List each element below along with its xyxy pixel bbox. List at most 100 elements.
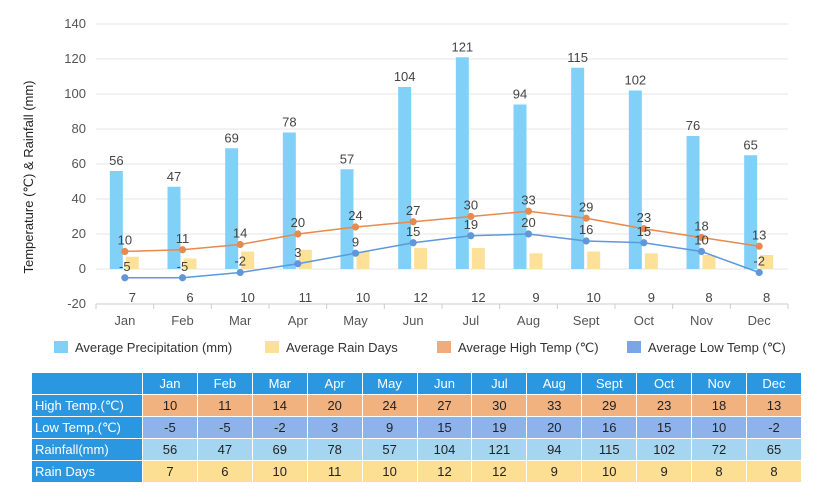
high-temp-point <box>697 233 706 242</box>
table-cell: 10 <box>142 394 198 417</box>
rain-days-value-label: 8 <box>705 290 712 305</box>
precipitation-value-label: 104 <box>394 69 416 84</box>
high-temp-point <box>178 246 187 254</box>
precipitation-value-label: 57 <box>340 151 354 166</box>
precipitation-value-label: 65 <box>743 137 757 152</box>
precipitation-bar <box>455 57 469 269</box>
low-temp-value-label: 15 <box>406 224 420 239</box>
high-temp-point <box>524 207 533 215</box>
rain-days-value-label: 6 <box>186 290 193 305</box>
table-cell: 65 <box>745 438 803 461</box>
table-cell: 29 <box>581 394 638 417</box>
table-month-header: Jul <box>471 372 528 395</box>
table-cell: 8 <box>691 460 747 483</box>
high-temp-line <box>121 207 763 256</box>
table-cell: 9 <box>526 460 583 483</box>
table-month-header: Oct <box>636 372 693 395</box>
table-row: Rainfall(mm) 56 47 69 78 57 104 121 94 115 102 72 65 <box>31 438 803 461</box>
table-month-header: Nov <box>691 372 747 395</box>
high-temp-point <box>467 212 475 221</box>
high-temp-value-label: 20 <box>291 215 305 230</box>
precipitation-bar <box>109 171 123 269</box>
table-cell: 115 <box>581 438 638 461</box>
low-temp-point <box>178 274 187 282</box>
low-temp-value-label: 15 <box>637 224 651 239</box>
high-temp-value-label: 10 <box>118 233 132 248</box>
table-month-header: Mar <box>251 372 308 395</box>
high-temp-value-label: 11 <box>176 231 190 246</box>
x-tick-label: Jun <box>403 313 424 328</box>
precipitation-bar <box>340 169 354 269</box>
table-header-row: Jan Feb Mar Apr May Jun Jul Aug Sept Oct Nov Dec <box>31 372 803 395</box>
table-cell: 10 <box>361 460 418 483</box>
rain-days-value-label: 12 <box>471 290 485 305</box>
legend-swatch <box>54 341 68 353</box>
table-month-header: May <box>361 372 418 395</box>
y-tick-label: 20 <box>72 226 86 241</box>
x-tick-label: Sept <box>573 313 600 328</box>
precipitation-bar <box>571 67 585 269</box>
table-cell: 57 <box>361 438 418 461</box>
table-cell: 10 <box>251 460 308 483</box>
low-temp-value-label: -5 <box>177 259 189 274</box>
table-cell: 3 <box>306 416 363 439</box>
high-temp-path <box>124 210 760 253</box>
low-temp-point <box>640 239 648 247</box>
high-temp-point <box>582 214 590 222</box>
table-cell: -2 <box>251 416 308 439</box>
precipitation-bar <box>225 148 239 269</box>
table-cell: 7 <box>142 460 198 483</box>
low-temp-path <box>124 233 760 279</box>
low-temp-point <box>755 268 763 277</box>
x-tick-label: Feb <box>171 313 193 328</box>
x-axis: Jan Feb Mar Apr May Jun Jul Aug Sept Oct Nov Dec <box>95 303 789 328</box>
precipitation-bar <box>167 186 181 269</box>
high-temp-point <box>755 242 763 250</box>
high-temp-value-label: 27 <box>406 203 420 218</box>
table-cell: 72 <box>691 438 747 461</box>
low-temp-value-label: 20 <box>521 215 535 230</box>
table-month-header: Apr <box>306 372 363 395</box>
table-row: Low Temp.(℃) -5 -5 -2 3 9 15 19 20 16 15 10 -2 <box>31 416 803 439</box>
table-cell: 10 <box>581 460 638 483</box>
table-cell: 11 <box>306 460 363 483</box>
table-month-header: Feb <box>196 372 253 395</box>
rain-days-bar <box>241 251 255 269</box>
table-cell: 14 <box>251 394 308 417</box>
low-temp-point <box>409 239 417 247</box>
precipitation-value-label: 47 <box>167 169 181 184</box>
table-cell: -2 <box>745 416 803 439</box>
legend-label: Average Rain Days <box>286 340 398 355</box>
y-tick-label: 80 <box>72 121 86 136</box>
table-cell: 12 <box>416 460 473 483</box>
table-cell: 15 <box>416 416 473 439</box>
chart-gridlines <box>96 23 788 305</box>
table-cell: 12 <box>471 460 528 483</box>
high-temp-value-label: 29 <box>579 199 593 214</box>
table-cell: 56 <box>142 438 198 461</box>
y-tick-label: 140 <box>64 16 86 31</box>
table-cell: 13 <box>745 394 803 417</box>
high-temp-value-label: 14 <box>233 226 247 241</box>
x-tick-label: Aug <box>517 313 540 328</box>
y-tick-label: 60 <box>72 156 86 171</box>
table-body: High Temp.(℃) 10 11 14 20 24 27 30 33 29 23 18 13 Low… <box>31 394 803 483</box>
low-temp-line <box>121 230 763 282</box>
table-row-label: High Temp.(℃) <box>31 394 143 417</box>
high-temp-point <box>294 230 302 238</box>
low-temp-value-label: 9 <box>352 234 359 249</box>
table-cell: 23 <box>636 394 693 417</box>
table-corner-cell <box>31 372 143 395</box>
x-tick-label: Apr <box>288 313 309 328</box>
low-temp-point <box>697 247 706 256</box>
precipitation-value-label: 69 <box>224 130 238 145</box>
rain-days-bar <box>760 255 774 269</box>
table-cell: 121 <box>471 438 528 461</box>
high-temp-value-label: 30 <box>464 198 478 213</box>
rain-days-value-label: 9 <box>648 290 655 305</box>
table-month-header: Sept <box>581 372 638 395</box>
y-axis-tick-labels: -20 0 20 40 60 80 100 120 140 <box>64 16 86 311</box>
chart-legend: Average Precipitation (mm) Average Rain D… <box>54 340 786 355</box>
low-temp-point <box>524 230 533 238</box>
high-temp-point <box>351 223 360 231</box>
